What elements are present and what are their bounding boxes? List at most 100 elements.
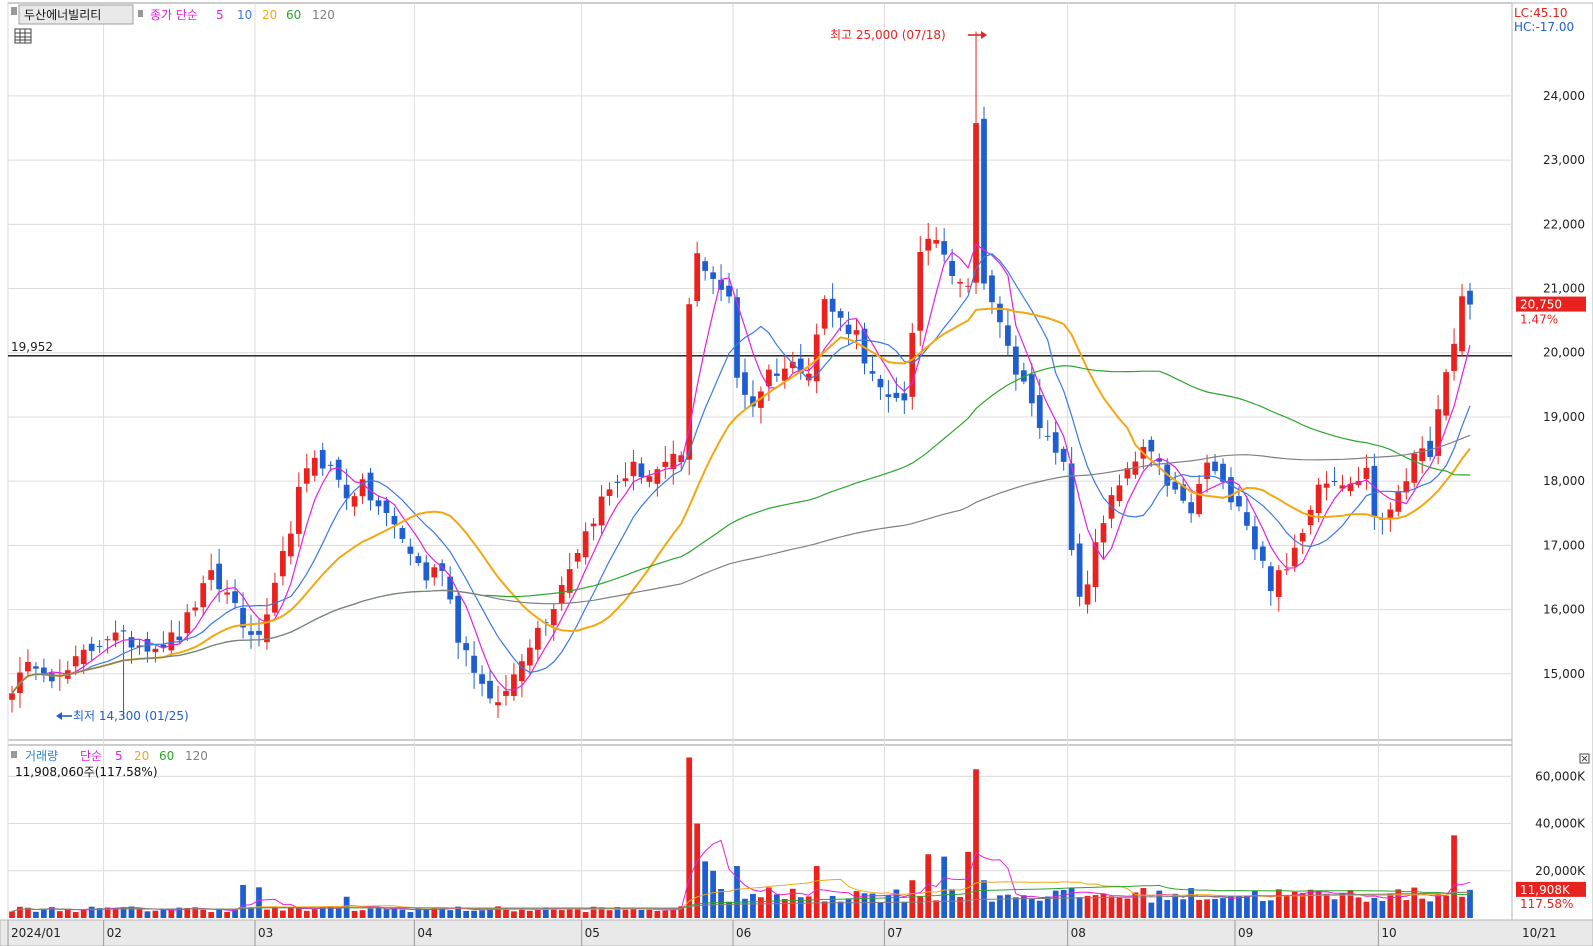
candle-body <box>1411 453 1418 483</box>
candle-body <box>80 649 87 665</box>
candle-body <box>742 372 748 395</box>
candle-body <box>1443 372 1449 416</box>
stock-name-box[interactable] <box>18 4 134 25</box>
volume-bar <box>614 907 621 918</box>
candle-body <box>885 394 892 397</box>
volume-bar <box>1315 890 1322 918</box>
candle-body <box>455 595 462 643</box>
volume-bar <box>821 901 828 918</box>
volume-bar <box>208 912 215 918</box>
candle-body <box>407 546 414 554</box>
volume-bar <box>1020 895 1027 918</box>
volume-bar <box>17 906 23 918</box>
candle-body <box>1339 485 1346 489</box>
volume-panel[interactable] <box>7 744 1513 921</box>
volume-tick-label: 40,000K <box>1535 817 1586 831</box>
close-icon[interactable] <box>1579 753 1590 764</box>
ma20-line <box>11 307 1471 695</box>
candle-body <box>1435 409 1441 456</box>
candle-body <box>216 563 223 590</box>
volume-bar <box>1467 889 1473 918</box>
volume-bar <box>718 888 724 918</box>
volume-bar <box>997 895 1003 918</box>
volume-bar <box>965 851 971 918</box>
volume-bar <box>566 907 573 918</box>
volume-bar <box>303 910 310 918</box>
candle-body <box>1052 432 1059 453</box>
volume-bar <box>542 907 549 918</box>
candle-body <box>614 481 621 483</box>
table-icon[interactable] <box>14 28 32 44</box>
volume-bar <box>72 912 79 918</box>
volume-moving-averages <box>11 839 1471 912</box>
candle-body <box>957 281 963 284</box>
volume-bar <box>41 908 47 918</box>
month-grid-lines <box>7 3 1379 920</box>
vol-ma20-legend: 20 <box>134 749 149 763</box>
volume-bar <box>1323 893 1330 918</box>
volume-bar <box>734 866 740 918</box>
candle-body <box>1148 439 1155 452</box>
candle-body <box>351 496 358 507</box>
arrow-left-icon <box>56 712 62 720</box>
volume-bar <box>519 908 525 918</box>
candle-body <box>630 461 637 477</box>
volume-bar <box>104 907 111 918</box>
volume-bar <box>152 910 159 918</box>
volume-bar <box>136 909 143 918</box>
volume-bar <box>216 909 223 918</box>
volume-bar <box>1403 900 1410 918</box>
candle-body <box>1100 523 1107 543</box>
candle-body <box>1267 566 1274 592</box>
candle-body <box>574 553 581 562</box>
volume-bar <box>1427 901 1434 918</box>
volume-bar <box>1028 898 1035 918</box>
volume-bar <box>1435 894 1441 918</box>
candle-body <box>965 285 971 287</box>
volume-bar <box>1092 895 1099 918</box>
candle-body <box>200 583 207 608</box>
volume-bar <box>534 909 541 918</box>
volume-bar <box>885 895 892 918</box>
volume-bar <box>1140 888 1147 918</box>
candle-body <box>694 253 701 301</box>
candle-body <box>670 453 677 470</box>
ma120-legend: 120 <box>312 8 335 22</box>
volume-bar <box>200 909 207 918</box>
candle-body <box>256 630 262 635</box>
volume-bar <box>1355 897 1362 918</box>
candle-body <box>319 450 326 469</box>
reference-price-label: 19,952 <box>11 340 53 354</box>
candle-body <box>1403 481 1410 493</box>
candle-body <box>877 378 884 388</box>
volume-bar <box>1347 890 1354 918</box>
candle-body <box>503 690 509 696</box>
volume-bar <box>1148 902 1155 918</box>
volume-bar <box>1244 896 1250 918</box>
candle-body <box>1084 584 1091 605</box>
volume-title: 거래량 <box>25 749 58 763</box>
candle-body <box>1092 542 1099 588</box>
candle-body <box>96 645 103 647</box>
candle-body <box>781 368 788 381</box>
volume-bar <box>1013 897 1019 918</box>
candle-body <box>72 656 79 667</box>
volume-bar <box>766 887 772 918</box>
volume-bar <box>781 899 788 918</box>
ma60-legend: 60 <box>286 8 301 22</box>
volume-bar <box>1411 887 1418 918</box>
candle-body <box>1220 463 1226 482</box>
candle-body <box>773 373 780 376</box>
ma10-line <box>11 253 1471 694</box>
volume-bar <box>311 909 318 918</box>
volume-bar <box>1132 892 1139 918</box>
volume-bar <box>319 906 326 918</box>
volume-bar <box>439 908 446 918</box>
date-tick-label: 03 <box>258 926 273 940</box>
date-axis-ticks: 2024/01 02 03 04 05 06 07 08 09 10 10/21 <box>7 920 1557 946</box>
volume-bar <box>184 908 191 918</box>
volume-bar <box>710 870 716 918</box>
candle-body <box>383 500 390 513</box>
candle-body <box>248 631 254 635</box>
